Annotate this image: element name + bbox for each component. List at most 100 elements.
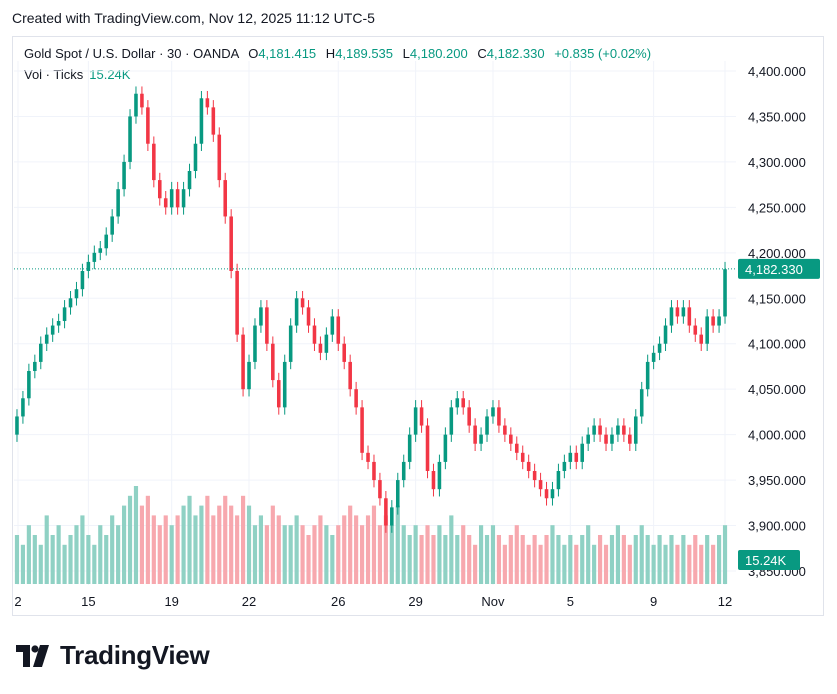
candle-body bbox=[324, 334, 329, 353]
volume-bar bbox=[74, 525, 79, 584]
candle-body bbox=[633, 416, 638, 444]
volume-bar bbox=[282, 525, 287, 584]
volume-bar bbox=[175, 515, 180, 584]
volume-bar bbox=[62, 544, 67, 584]
candle-body bbox=[485, 416, 489, 435]
volume-bar bbox=[711, 544, 716, 584]
high-label: H bbox=[325, 46, 336, 61]
candle-body bbox=[128, 116, 132, 162]
volume-bar bbox=[520, 535, 525, 584]
high-value: 4,189.535 bbox=[335, 46, 394, 61]
candle-body bbox=[610, 434, 614, 444]
candle-body bbox=[479, 434, 483, 444]
candle-body bbox=[639, 389, 644, 417]
candle-body bbox=[461, 398, 466, 408]
volume-bar bbox=[20, 544, 26, 584]
volume-bar bbox=[145, 495, 150, 584]
candle-body bbox=[229, 216, 233, 271]
volume-bar bbox=[104, 535, 109, 584]
volume-bar bbox=[532, 535, 537, 584]
price-axis[interactable]: 3,850.0003,900.0003,950.0004,000.0004,05… bbox=[748, 64, 806, 579]
volume-bar bbox=[478, 525, 484, 584]
candle-body bbox=[384, 498, 388, 526]
volume-bar bbox=[544, 535, 549, 584]
candle-body bbox=[401, 461, 406, 481]
volume-bar bbox=[240, 495, 246, 584]
volume-bar bbox=[276, 515, 281, 584]
time-axis[interactable]: 2 15 19 22 26 29 Nov 5 9 12 bbox=[14, 594, 732, 609]
volume-bar bbox=[693, 535, 698, 584]
volume-bar bbox=[264, 525, 269, 584]
volume-bar bbox=[377, 525, 383, 584]
volume-bar bbox=[407, 535, 412, 584]
candle-body bbox=[390, 507, 394, 526]
change-value: +0.835 (+0.02%) bbox=[554, 46, 652, 61]
last-price-badge bbox=[738, 258, 820, 279]
candle-body bbox=[330, 316, 335, 335]
open-value: 4,181.415 bbox=[258, 46, 317, 61]
candle-body bbox=[181, 189, 186, 208]
y-tick-label: 4,300.000 bbox=[748, 155, 806, 170]
candle-body bbox=[152, 143, 156, 181]
volume-bar bbox=[455, 535, 460, 584]
volume-bar bbox=[502, 544, 507, 584]
candle-body bbox=[645, 361, 650, 390]
candle-body bbox=[253, 325, 257, 362]
candle-body bbox=[425, 425, 430, 471]
volume-bar bbox=[371, 505, 377, 584]
candle-body bbox=[717, 316, 721, 326]
volume-bar bbox=[98, 525, 103, 584]
candle-body bbox=[110, 216, 114, 235]
brand-footer: TradingView bbox=[16, 640, 210, 671]
candle-body bbox=[437, 461, 442, 490]
candle-body bbox=[372, 461, 376, 481]
volume-bar bbox=[133, 486, 139, 584]
volume-bar bbox=[205, 495, 210, 584]
candle-body bbox=[56, 321, 61, 326]
volume-bar bbox=[490, 525, 496, 584]
volume-bar bbox=[687, 544, 692, 584]
volume-bar bbox=[330, 535, 335, 584]
symbol-title[interactable]: Gold Spot / U.S. Dollar · 30 · OANDA bbox=[24, 46, 239, 61]
y-tick-label: 4,000.000 bbox=[748, 428, 806, 443]
candle-body bbox=[205, 98, 210, 108]
volume-bar bbox=[252, 525, 258, 584]
candle-body bbox=[80, 271, 85, 290]
volume-bar bbox=[651, 544, 656, 584]
candle-body bbox=[723, 269, 727, 317]
x-tick-label: 2 bbox=[14, 594, 21, 609]
volume-bar bbox=[383, 515, 388, 584]
x-tick-label: 12 bbox=[718, 594, 732, 609]
candle-body bbox=[693, 325, 698, 335]
grid bbox=[14, 61, 736, 585]
volume-bar bbox=[592, 544, 597, 584]
candle-body bbox=[146, 107, 150, 144]
volume-bar bbox=[669, 535, 674, 584]
candle-body bbox=[38, 343, 43, 362]
volume-bar bbox=[425, 525, 430, 584]
volume-bar bbox=[699, 544, 704, 584]
x-tick-label: 22 bbox=[242, 594, 256, 609]
y-tick-label: 4,100.000 bbox=[748, 337, 806, 352]
candle-body bbox=[491, 407, 495, 417]
volume-bar bbox=[657, 535, 662, 584]
candle-body bbox=[378, 480, 382, 499]
volume-bar bbox=[508, 535, 513, 584]
candle-body bbox=[628, 434, 632, 444]
chart-created-note: Created with TradingView.com, Nov 12, 20… bbox=[12, 10, 375, 26]
x-tick-label: Nov bbox=[481, 594, 505, 609]
volume-bar bbox=[121, 505, 127, 584]
candle-body bbox=[92, 252, 97, 262]
volume-bar bbox=[294, 515, 299, 584]
candle-body bbox=[74, 289, 79, 299]
candle-body bbox=[544, 489, 549, 499]
volume-bar bbox=[151, 515, 156, 584]
volume-bar bbox=[401, 525, 406, 584]
candle-body bbox=[604, 434, 608, 444]
candle-body bbox=[550, 489, 555, 499]
candle-body bbox=[294, 298, 299, 326]
candle-body bbox=[526, 461, 531, 471]
volume-bars bbox=[14, 486, 728, 584]
volume-bar bbox=[223, 495, 228, 584]
